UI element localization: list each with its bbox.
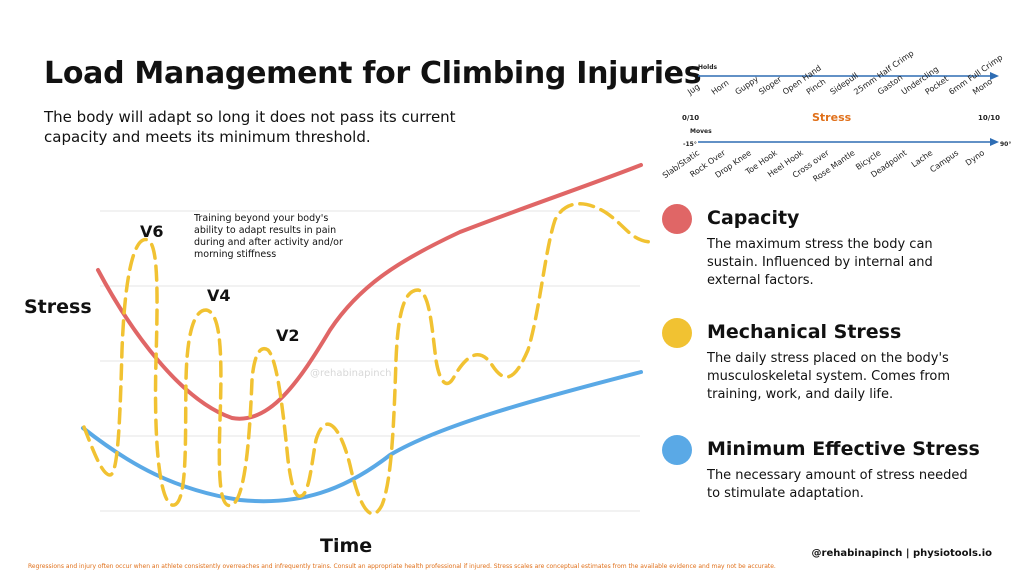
grade-label-v6: V6 (140, 222, 164, 241)
stress-min-label: 0/10 (682, 114, 699, 122)
moves-label: Moves (690, 128, 712, 135)
minimum-effective-stress-legend-title: Minimum Effective Stress (707, 438, 980, 460)
minimum-effective-stress-legend-dot (662, 435, 692, 465)
capacity-legend-dot (662, 204, 692, 234)
stress-max-label: 10/10 (978, 114, 1000, 122)
credit-line: @rehabinapinch | physiotools.io (811, 548, 992, 559)
move-tick-label: Campus (928, 148, 960, 174)
chart-watermark: @rehabinapinch (310, 368, 391, 379)
x-axis-label: Time (320, 535, 372, 557)
mechanical-stress-legend-title: Mechanical Stress (707, 321, 902, 343)
hold-tick-label: Horn (710, 78, 731, 96)
capacity-legend-desc: The maximum stress the body can sustain.… (707, 237, 933, 288)
stress-scale-title: Stress (812, 111, 852, 124)
mechanical-stress-legend-dot (662, 318, 692, 348)
annotation-box: Training beyond your body's ability to a… (194, 213, 343, 260)
chart-annotation: Training beyond your body's ability to a… (194, 213, 343, 260)
moves-end-label: 90° (1000, 141, 1011, 148)
hold-tick-label: Sloper (757, 74, 784, 96)
series-line-mechanical-stress (82, 202, 652, 516)
holds-arrow-head (990, 72, 999, 80)
footnote: Regressions and injury often occur when … (28, 563, 776, 570)
page-subtitle: The body will adapt so long it does not … (44, 108, 456, 146)
grade-label-v2: V2 (276, 326, 300, 345)
page-title: Load Management for Climbing Injuries (44, 56, 702, 91)
move-tick-label: Dyno (964, 148, 986, 167)
hold-tick-label: Jug (685, 82, 701, 97)
y-axis-label: Stress (24, 296, 92, 318)
chart-gridlines (100, 210, 640, 512)
series-line-capacity (96, 163, 643, 421)
series-line-minimum-effective-stress (81, 370, 643, 504)
moves-start-label: -15° (683, 141, 697, 148)
hold-tick-label: Guppy (733, 74, 760, 97)
minimum-effective-stress-legend-desc: The necessary amount of stress needed to… (707, 468, 968, 501)
mechanical-stress-legend-desc: The daily stress placed on the body's mu… (707, 351, 950, 402)
capacity-legend-title: Capacity (707, 207, 800, 229)
holds-label: Holds (698, 64, 717, 71)
moves-arrow-head (990, 138, 999, 146)
grade-label-v4: V4 (207, 286, 231, 305)
